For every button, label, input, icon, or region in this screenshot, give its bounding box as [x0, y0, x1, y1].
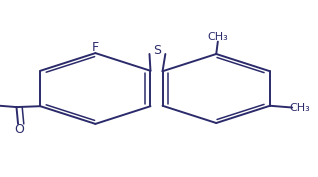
Text: O: O — [14, 123, 24, 136]
Text: CH₃: CH₃ — [207, 32, 228, 42]
Text: F: F — [92, 41, 99, 54]
Text: CH₃: CH₃ — [290, 103, 311, 113]
Text: S: S — [153, 44, 162, 57]
